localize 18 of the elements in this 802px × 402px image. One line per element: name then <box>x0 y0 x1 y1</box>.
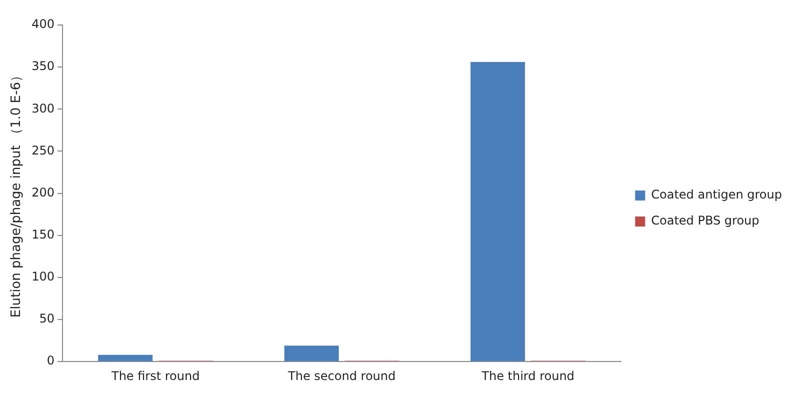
y-tick-label: 150 <box>32 228 55 242</box>
bar <box>284 346 339 362</box>
y-tick-label: 0 <box>46 354 55 368</box>
x-tick-label: The first round <box>110 368 200 383</box>
bar <box>470 62 526 362</box>
y-tick-label: 250 <box>32 143 55 158</box>
y-tick-label: 200 <box>32 185 55 200</box>
bar <box>98 354 153 362</box>
y-tick-label: 50 <box>39 312 55 326</box>
x-tick-label: The second round <box>287 368 396 383</box>
y-tick-label: 350 <box>32 59 55 74</box>
x-tick-label: The third round <box>480 368 574 383</box>
legend-label: Coated PBS group <box>651 214 760 228</box>
y-tick-label: 400 <box>32 17 55 32</box>
y-tick-label: 300 <box>32 101 55 116</box>
y-tick-label: 100 <box>32 270 55 284</box>
legend-label: Coated antigen group <box>651 188 782 202</box>
y-axis-title: Elution phage/phage input （1.0 E-6） <box>9 69 24 318</box>
